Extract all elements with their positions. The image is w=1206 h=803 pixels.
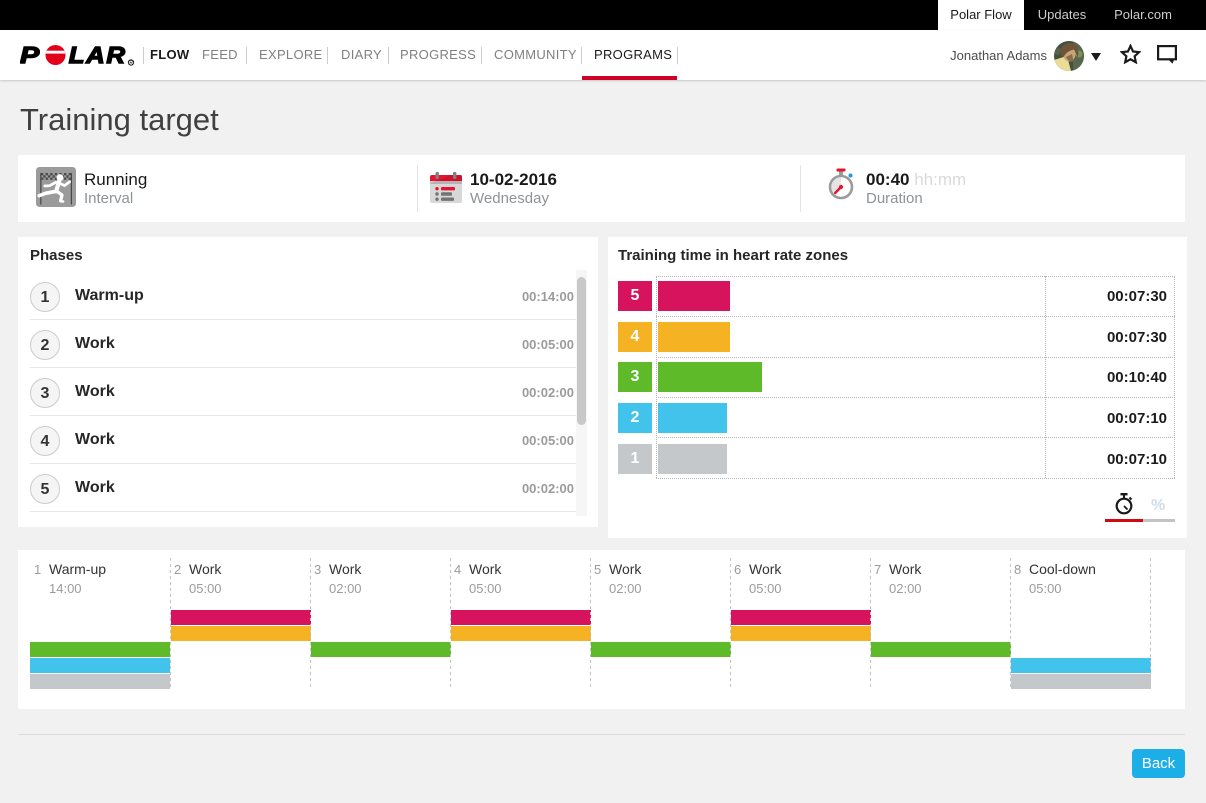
svg-text:P: P	[20, 44, 40, 66]
svg-text:LAR: LAR	[69, 44, 127, 66]
svg-text:R: R	[129, 60, 133, 66]
